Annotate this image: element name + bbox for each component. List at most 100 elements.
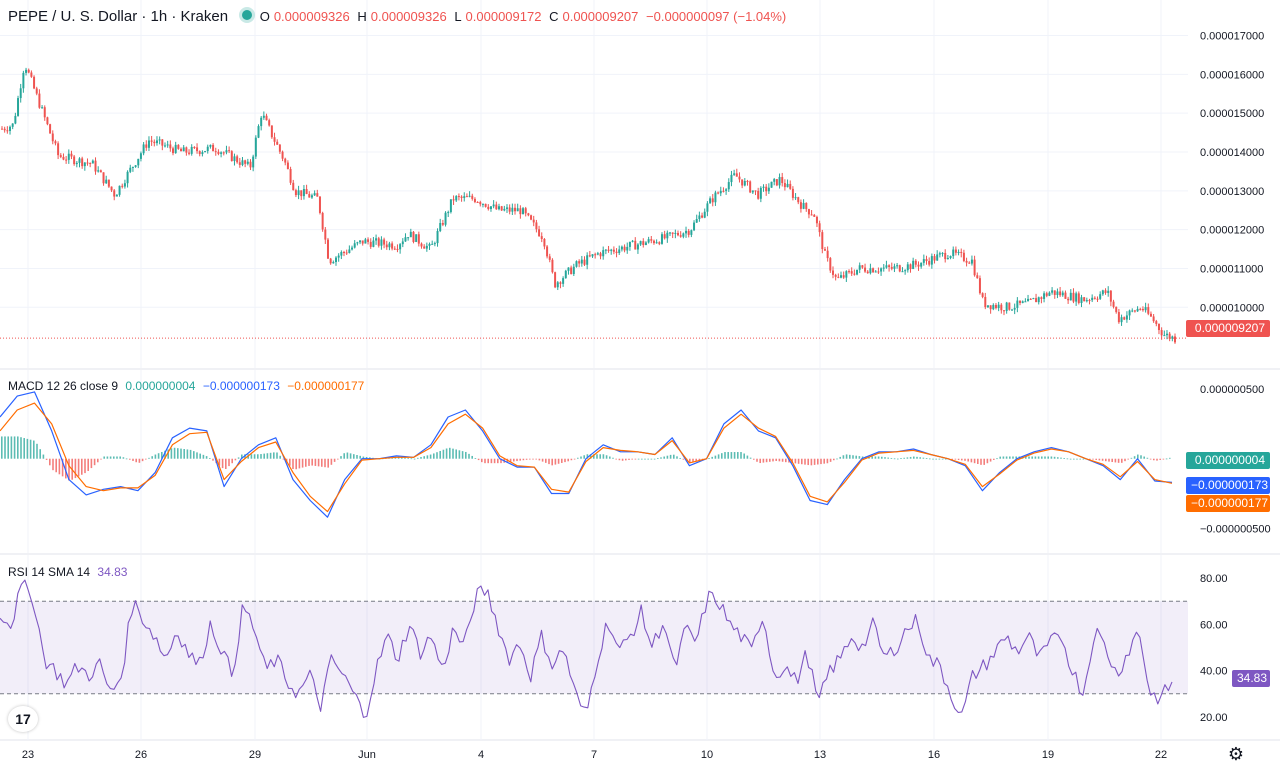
candle-body (193, 146, 196, 148)
candle-body (647, 239, 650, 243)
macd-histogram-bar (1082, 458, 1085, 460)
candle-body (984, 296, 987, 308)
candle-body (476, 201, 479, 203)
macd-histogram-bar (647, 458, 649, 460)
macd-histogram-bar (845, 454, 848, 459)
macd-histogram-bar (122, 457, 125, 459)
candle-body (1085, 300, 1088, 302)
candle-body (896, 265, 899, 267)
macd-histogram-bar (4, 436, 6, 459)
macd-histogram-bar (186, 449, 189, 459)
candle-body (131, 166, 134, 168)
candle-body (658, 242, 661, 244)
candle-body (679, 235, 682, 237)
macd-histogram-bar (996, 458, 998, 460)
candle-body (810, 214, 813, 216)
candle-body (524, 208, 527, 214)
candle-body (83, 162, 86, 167)
candle-body (468, 195, 471, 197)
candle-body (115, 194, 118, 197)
candle-body (866, 271, 869, 274)
macd-histogram-bar (324, 458, 326, 468)
macd-histogram-bar (359, 455, 361, 459)
candle-body (236, 156, 239, 163)
macd-histogram-bar (362, 456, 365, 459)
candle-body (321, 212, 324, 230)
candle-body (81, 158, 84, 167)
candle-body (1139, 308, 1142, 310)
candle-body (663, 234, 666, 239)
macd-histogram-bar (1047, 456, 1049, 459)
macd-histogram-bar (669, 454, 672, 459)
candle-body (853, 273, 856, 275)
macd-histogram-bar (1137, 454, 1139, 459)
macd-histogram-bar (625, 458, 627, 461)
candle-body (773, 179, 776, 182)
candle-body (62, 156, 65, 160)
macd-histogram-bar (1002, 456, 1005, 459)
macd-histogram-bar (474, 458, 477, 459)
candle-body (340, 252, 343, 256)
candle-body (1035, 298, 1038, 303)
candle-body (946, 257, 949, 260)
candle-body (660, 234, 663, 244)
macd-histogram-bar (906, 457, 909, 459)
candle-body (449, 199, 452, 213)
candle-body (1171, 336, 1174, 339)
y-tick-label: 0.000015000 (1200, 108, 1264, 120)
candle-body (145, 144, 148, 148)
macd-histogram-bar (772, 458, 774, 462)
candle-body (169, 144, 172, 149)
macd-histogram-bar (349, 453, 352, 459)
candle-body (206, 146, 209, 152)
candle-body (1152, 316, 1155, 322)
macd-histogram-bar (1034, 456, 1037, 459)
macd-histogram-bar (1025, 456, 1027, 459)
candle-body (559, 282, 562, 284)
macd-histogram-bar (468, 453, 470, 459)
open-value: 0.000009326 (273, 9, 350, 24)
candle-body (674, 232, 677, 234)
candle-body (260, 117, 263, 127)
candle-body (1005, 302, 1008, 312)
candle-body (225, 150, 228, 153)
candle-body (965, 260, 968, 263)
rsi-y-tick-label: 20.00 (1200, 712, 1228, 724)
candle-body (1115, 306, 1118, 313)
gear-icon[interactable]: ⚙ (1227, 744, 1244, 764)
candle-body (177, 144, 180, 149)
macd-histogram-bar (682, 458, 685, 460)
candle-body (1096, 298, 1099, 300)
rsi-title[interactable]: RSI 14 SMA 14 (8, 565, 91, 579)
macd-title[interactable]: MACD 12 26 close 9 (8, 379, 119, 393)
candle-body (441, 223, 444, 225)
candle-body (506, 207, 509, 209)
macd-histogram-bar (269, 452, 272, 459)
macd-histogram-bar (666, 455, 669, 459)
candle-body (722, 190, 725, 192)
macd-histogram-bar (833, 458, 835, 461)
macd-histogram-bar (218, 458, 221, 466)
candle-body (75, 162, 78, 165)
candle-body (289, 169, 292, 183)
macd-histogram-bar (39, 449, 41, 459)
tradingview-logo-icon[interactable]: 17 (8, 706, 38, 732)
y-tick-label: 0.000011000 (1200, 263, 1263, 275)
macd-histogram-bar (631, 458, 633, 460)
symbol-title[interactable]: PEPE / U. S. Dollar · 1h · Kraken (8, 8, 229, 25)
macd-histogram-bar (881, 456, 883, 459)
macd-histogram-bar (58, 458, 61, 475)
candle-body (775, 179, 778, 186)
macd-histogram-bar (429, 454, 432, 459)
macd-histogram-bar (1063, 458, 1065, 459)
macd-histogram-bar (106, 456, 109, 459)
candle-body (586, 255, 589, 265)
macd-histogram-bar (311, 458, 313, 466)
x-tick-label: 4 (478, 749, 484, 761)
candle-body (332, 262, 335, 264)
candle-body (791, 188, 794, 198)
macd-histogram-bar (746, 455, 749, 459)
candle-body (572, 266, 575, 275)
macd-histogram-bar (465, 451, 467, 459)
macd-histogram-bar (413, 458, 416, 460)
